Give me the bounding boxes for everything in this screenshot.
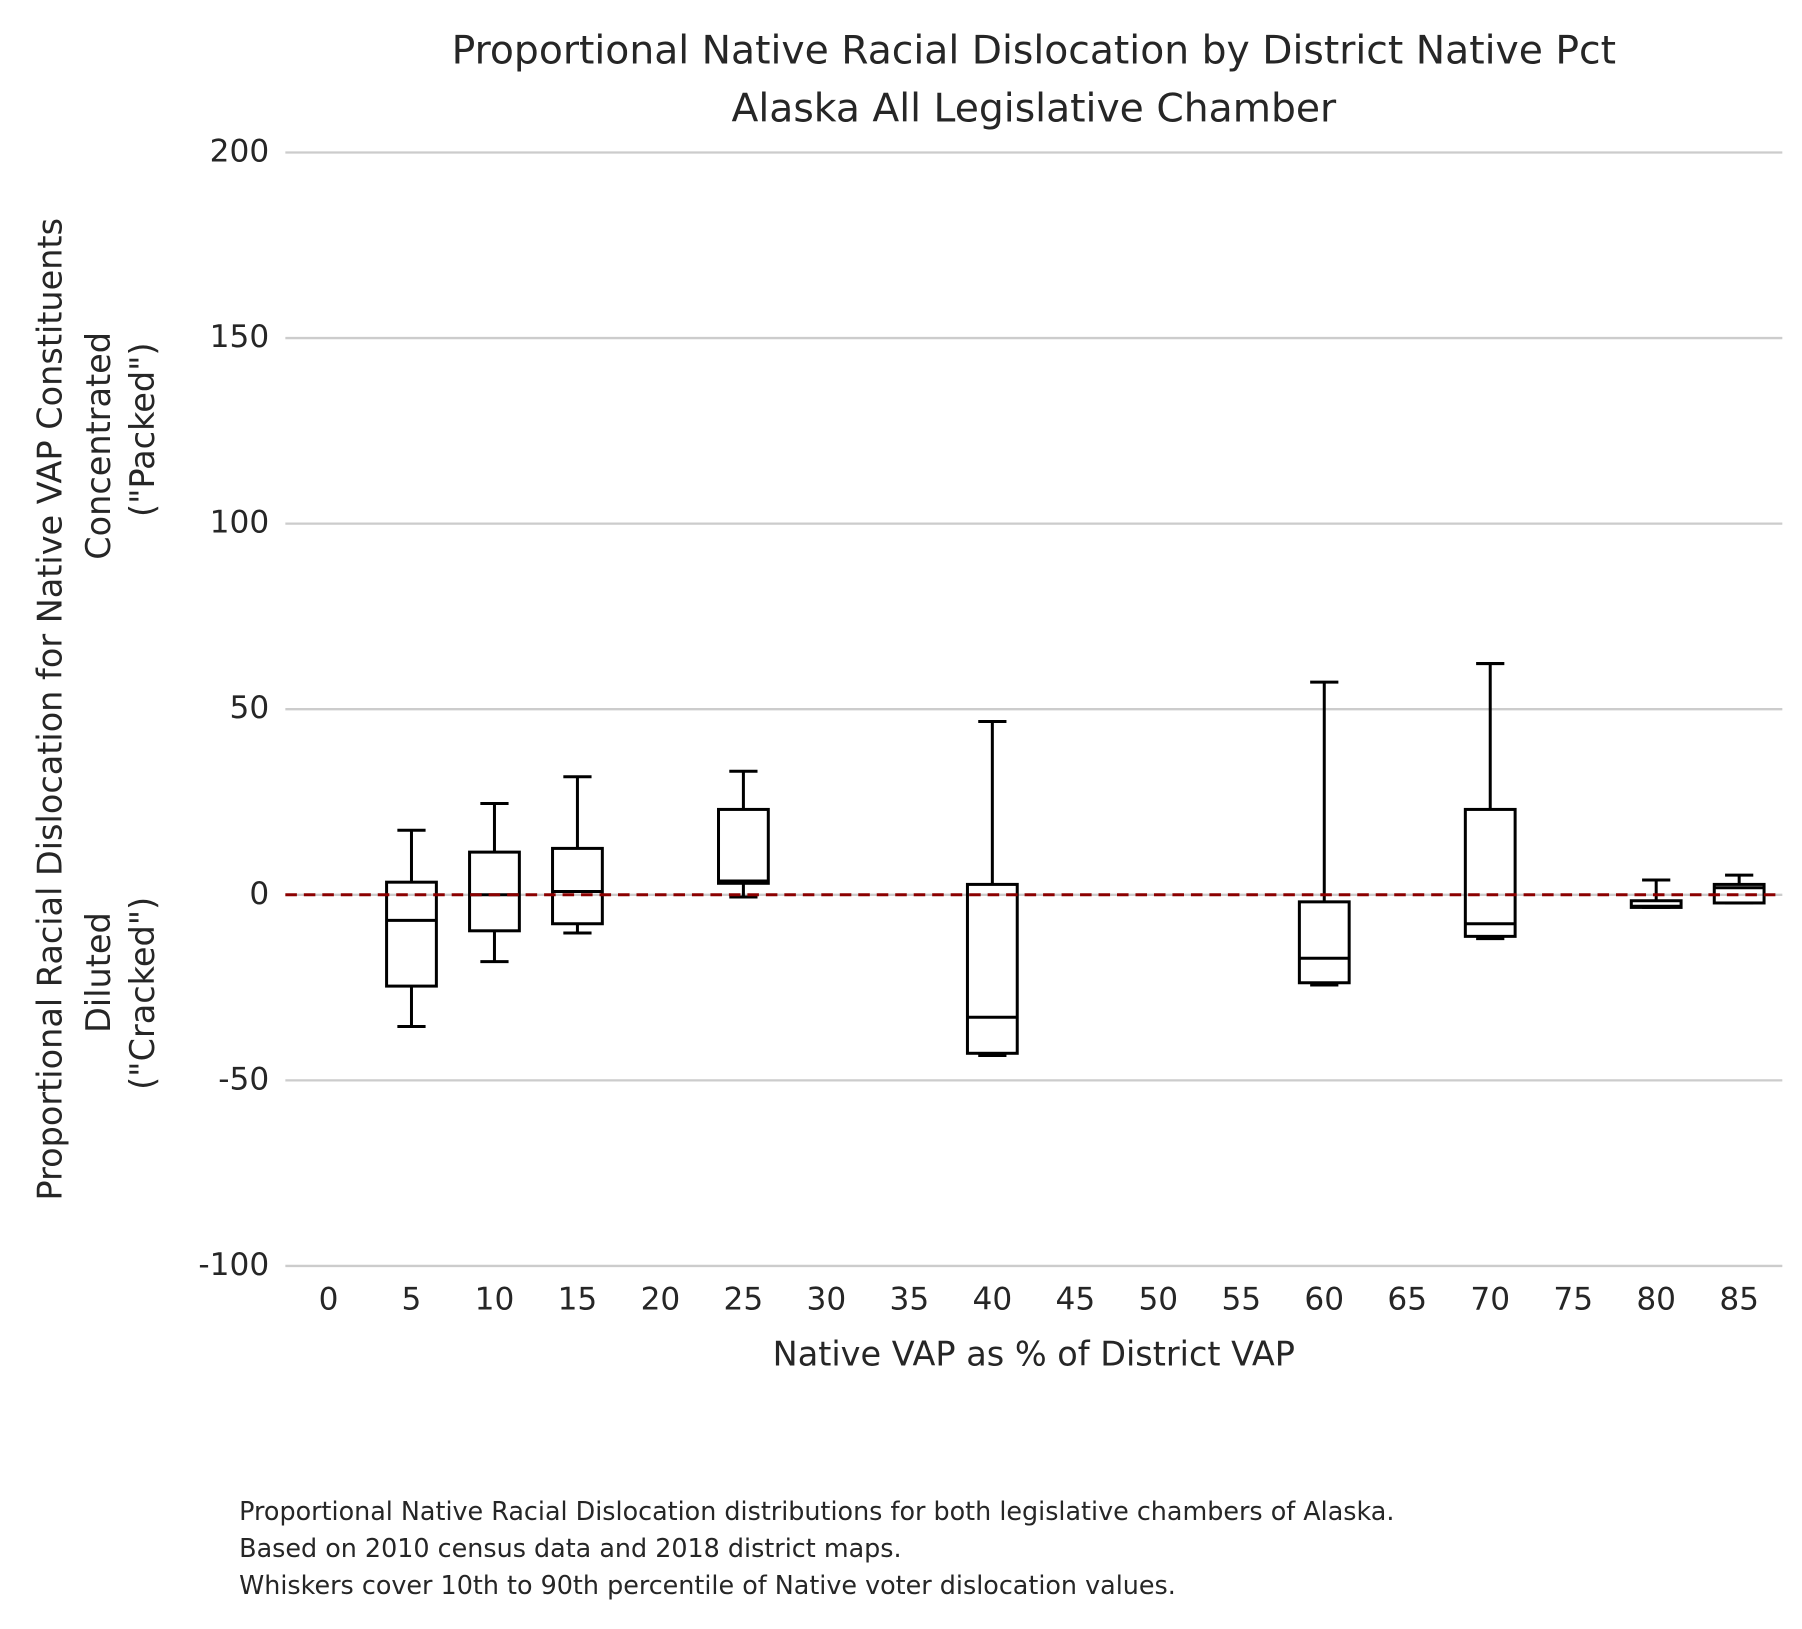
box bbox=[1463, 807, 1517, 938]
x-tick-label: 50 bbox=[1138, 1282, 1178, 1318]
x-tick-label: 30 bbox=[807, 1282, 847, 1318]
x-tick-label: 10 bbox=[475, 1282, 515, 1318]
y-tick-label: -100 bbox=[198, 1247, 269, 1283]
x-tick-label: 55 bbox=[1221, 1282, 1261, 1318]
box bbox=[551, 846, 604, 926]
x-axis-label: Native VAP as % of District VAP bbox=[773, 1335, 1295, 1374]
x-tick-label: 35 bbox=[890, 1282, 930, 1318]
x-tick-label: 60 bbox=[1304, 1282, 1344, 1318]
y-tick-label: -50 bbox=[218, 1061, 269, 1097]
x-tick-label: 85 bbox=[1719, 1282, 1759, 1318]
caption: Proportional Native Racial Dislocation d… bbox=[239, 1496, 1394, 1526]
box bbox=[965, 882, 1019, 1055]
caption: Based on 2010 census data and 2018 distr… bbox=[239, 1533, 901, 1563]
y-label-upper: Concentrated bbox=[79, 332, 118, 560]
x-tick-label: 70 bbox=[1470, 1282, 1510, 1318]
box bbox=[1297, 900, 1351, 985]
x-tick-label: 65 bbox=[1387, 1282, 1427, 1318]
y-tick-label: 50 bbox=[230, 690, 270, 726]
box bbox=[385, 880, 438, 988]
box bbox=[468, 850, 521, 933]
chart-title: Proportional Native Racial Dislocation b… bbox=[452, 29, 1616, 74]
chart-subtitle: Alaska All Legislative Chamber bbox=[731, 86, 1337, 131]
x-tick-label: 45 bbox=[1055, 1282, 1095, 1318]
y-axis-label: Proportional Racial Dislocation for Nati… bbox=[31, 218, 70, 1200]
x-tick-label: 5 bbox=[402, 1282, 422, 1318]
x-tick-label: 0 bbox=[319, 1282, 339, 1318]
y-label-lower: ("Cracked") bbox=[123, 897, 162, 1090]
x-tick-label: 15 bbox=[558, 1282, 598, 1318]
box bbox=[717, 807, 770, 885]
y-tick-label: 200 bbox=[210, 133, 269, 169]
x-tick-label: 20 bbox=[641, 1282, 681, 1318]
x-tick-label: 80 bbox=[1636, 1282, 1676, 1318]
x-tick-label: 75 bbox=[1553, 1282, 1593, 1318]
x-tick-label: 25 bbox=[724, 1282, 764, 1318]
y-tick-label: 0 bbox=[249, 876, 269, 912]
caption: Whiskers cover 10th to 90th percentile o… bbox=[239, 1570, 1176, 1600]
y-label-lower: Diluted bbox=[79, 912, 118, 1033]
y-tick-label: 100 bbox=[210, 505, 269, 541]
y-label-upper: ("Packed") bbox=[123, 342, 162, 517]
x-tick-label: 40 bbox=[973, 1282, 1013, 1318]
y-tick-label: 150 bbox=[210, 319, 269, 355]
